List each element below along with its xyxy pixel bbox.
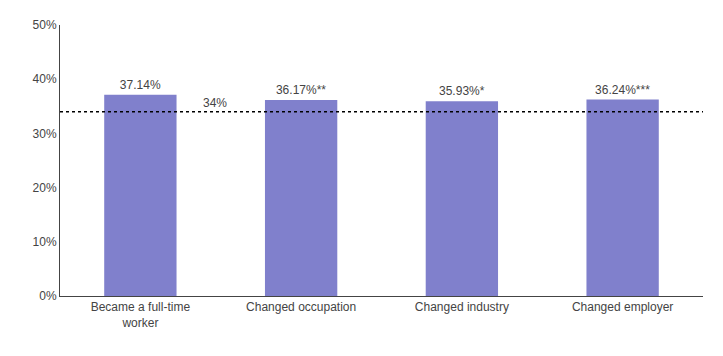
svg-text:36.24%***: 36.24%*** [595, 83, 650, 97]
svg-text:Changed industry: Changed industry [415, 300, 509, 314]
svg-text:40%: 40% [33, 72, 57, 86]
svg-text:10%: 10% [33, 235, 57, 249]
svg-text:37.14%: 37.14% [120, 78, 161, 92]
svg-text:Changed occupation: Changed occupation [246, 300, 356, 314]
svg-text:35.93%*: 35.93%* [439, 84, 485, 98]
svg-text:Became a full-timeworker: Became a full-timeworker [91, 300, 191, 330]
svg-text:20%: 20% [33, 181, 57, 195]
svg-text:Changed employer: Changed employer [572, 300, 673, 314]
svg-text:30%: 30% [33, 127, 57, 141]
svg-text:36.17%**: 36.17%** [276, 83, 326, 97]
svg-text:50%: 50% [33, 18, 57, 32]
svg-text:0%: 0% [39, 289, 57, 303]
svg-text:34%: 34% [203, 96, 227, 110]
